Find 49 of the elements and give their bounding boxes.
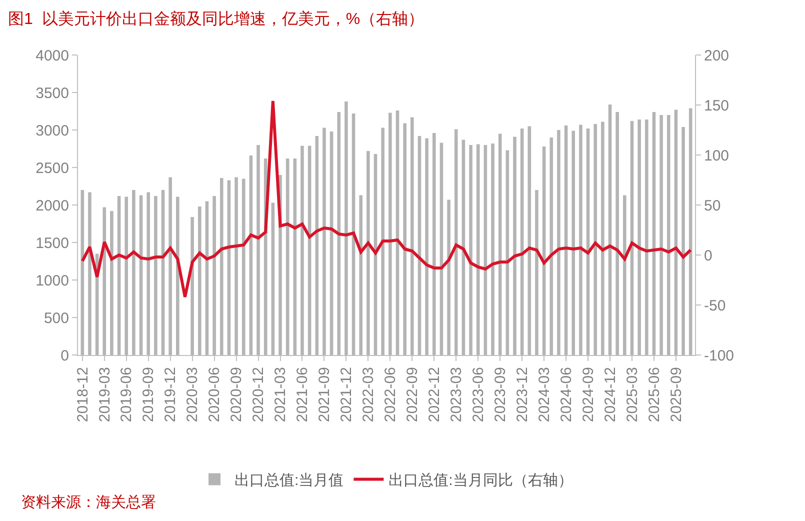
x-tick-label: 2019-06 — [118, 367, 136, 422]
x-tick-label: 2024-09 — [580, 367, 597, 422]
x-tick-label: 2023-06 — [470, 367, 487, 422]
x-tick-label: 2019-03 — [96, 367, 114, 422]
x-tick-label: 2022-09 — [404, 367, 422, 422]
chart-title: 图1 以美元计价出口金额及同比增速，亿美元，%（右轴） — [8, 10, 424, 28]
legend-label: 出口总值:当月值 — [234, 472, 344, 490]
x-tick-label: 2021-03 — [272, 367, 290, 422]
x-tick-label: 2020-09 — [228, 367, 246, 422]
y-tick-label: 1000 — [36, 272, 69, 290]
y-tick-label: 4000 — [36, 47, 69, 64]
x-tick-label: 2021-09 — [316, 367, 334, 422]
x-tick-label: 2018-12 — [74, 367, 92, 422]
x-tick-label: 2020-03 — [184, 367, 202, 422]
x-tick-label: 2020-06 — [206, 367, 224, 422]
y-tick-label: 3000 — [36, 122, 69, 140]
legend-label: 出口总值:当月同比（右轴） — [388, 472, 573, 490]
x-tick-label: 2024-03 — [536, 367, 553, 422]
y2-tick-label: 0 — [704, 247, 712, 264]
y-tick-label: 2500 — [36, 160, 69, 177]
x-tick-label: 2022-06 — [382, 367, 400, 422]
x-tick-label: 2025-09 — [668, 367, 685, 422]
y-tick-label: 0 — [60, 347, 69, 364]
y-tick-label: 1500 — [36, 234, 69, 252]
x-tick-label: 2019-09 — [140, 367, 158, 422]
x-tick-label: 2024-06 — [558, 367, 575, 422]
y2-tick-label: 50 — [704, 197, 721, 214]
text: 资料来源：海关总署 — [21, 494, 156, 511]
x-tick-label: 2023-03 — [448, 367, 465, 422]
line-series — [80, 100, 692, 298]
y-tick-label: 500 — [44, 310, 69, 327]
x-tick-label: 2021-12 — [338, 367, 356, 422]
x-tick-label: 2025-06 — [646, 367, 663, 422]
y2-tick-label: 150 — [704, 97, 730, 114]
x-tick-label: 2019-12 — [162, 367, 180, 422]
y-tick-label: 2000 — [36, 197, 69, 214]
x-tick-label: 2020-12 — [250, 367, 268, 422]
x-tick-label: 2022-03 — [360, 367, 378, 422]
y2-tick-label: -100 — [704, 347, 734, 364]
x-tick-label: 2025-03 — [624, 367, 641, 422]
y2-tick-label: 200 — [704, 47, 730, 64]
x-tick-label: 2023-12 — [514, 367, 531, 422]
x-tick-label: 2022-12 — [426, 367, 444, 422]
y2-tick-label: -50 — [704, 297, 726, 314]
y2-tick-label: 100 — [704, 147, 730, 164]
x-tick-label: 2021-06 — [294, 367, 312, 422]
y-tick-label: 3500 — [36, 84, 69, 102]
x-tick-label: 2023-09 — [492, 367, 509, 422]
x-tick-label: 2024-12 — [602, 367, 619, 422]
